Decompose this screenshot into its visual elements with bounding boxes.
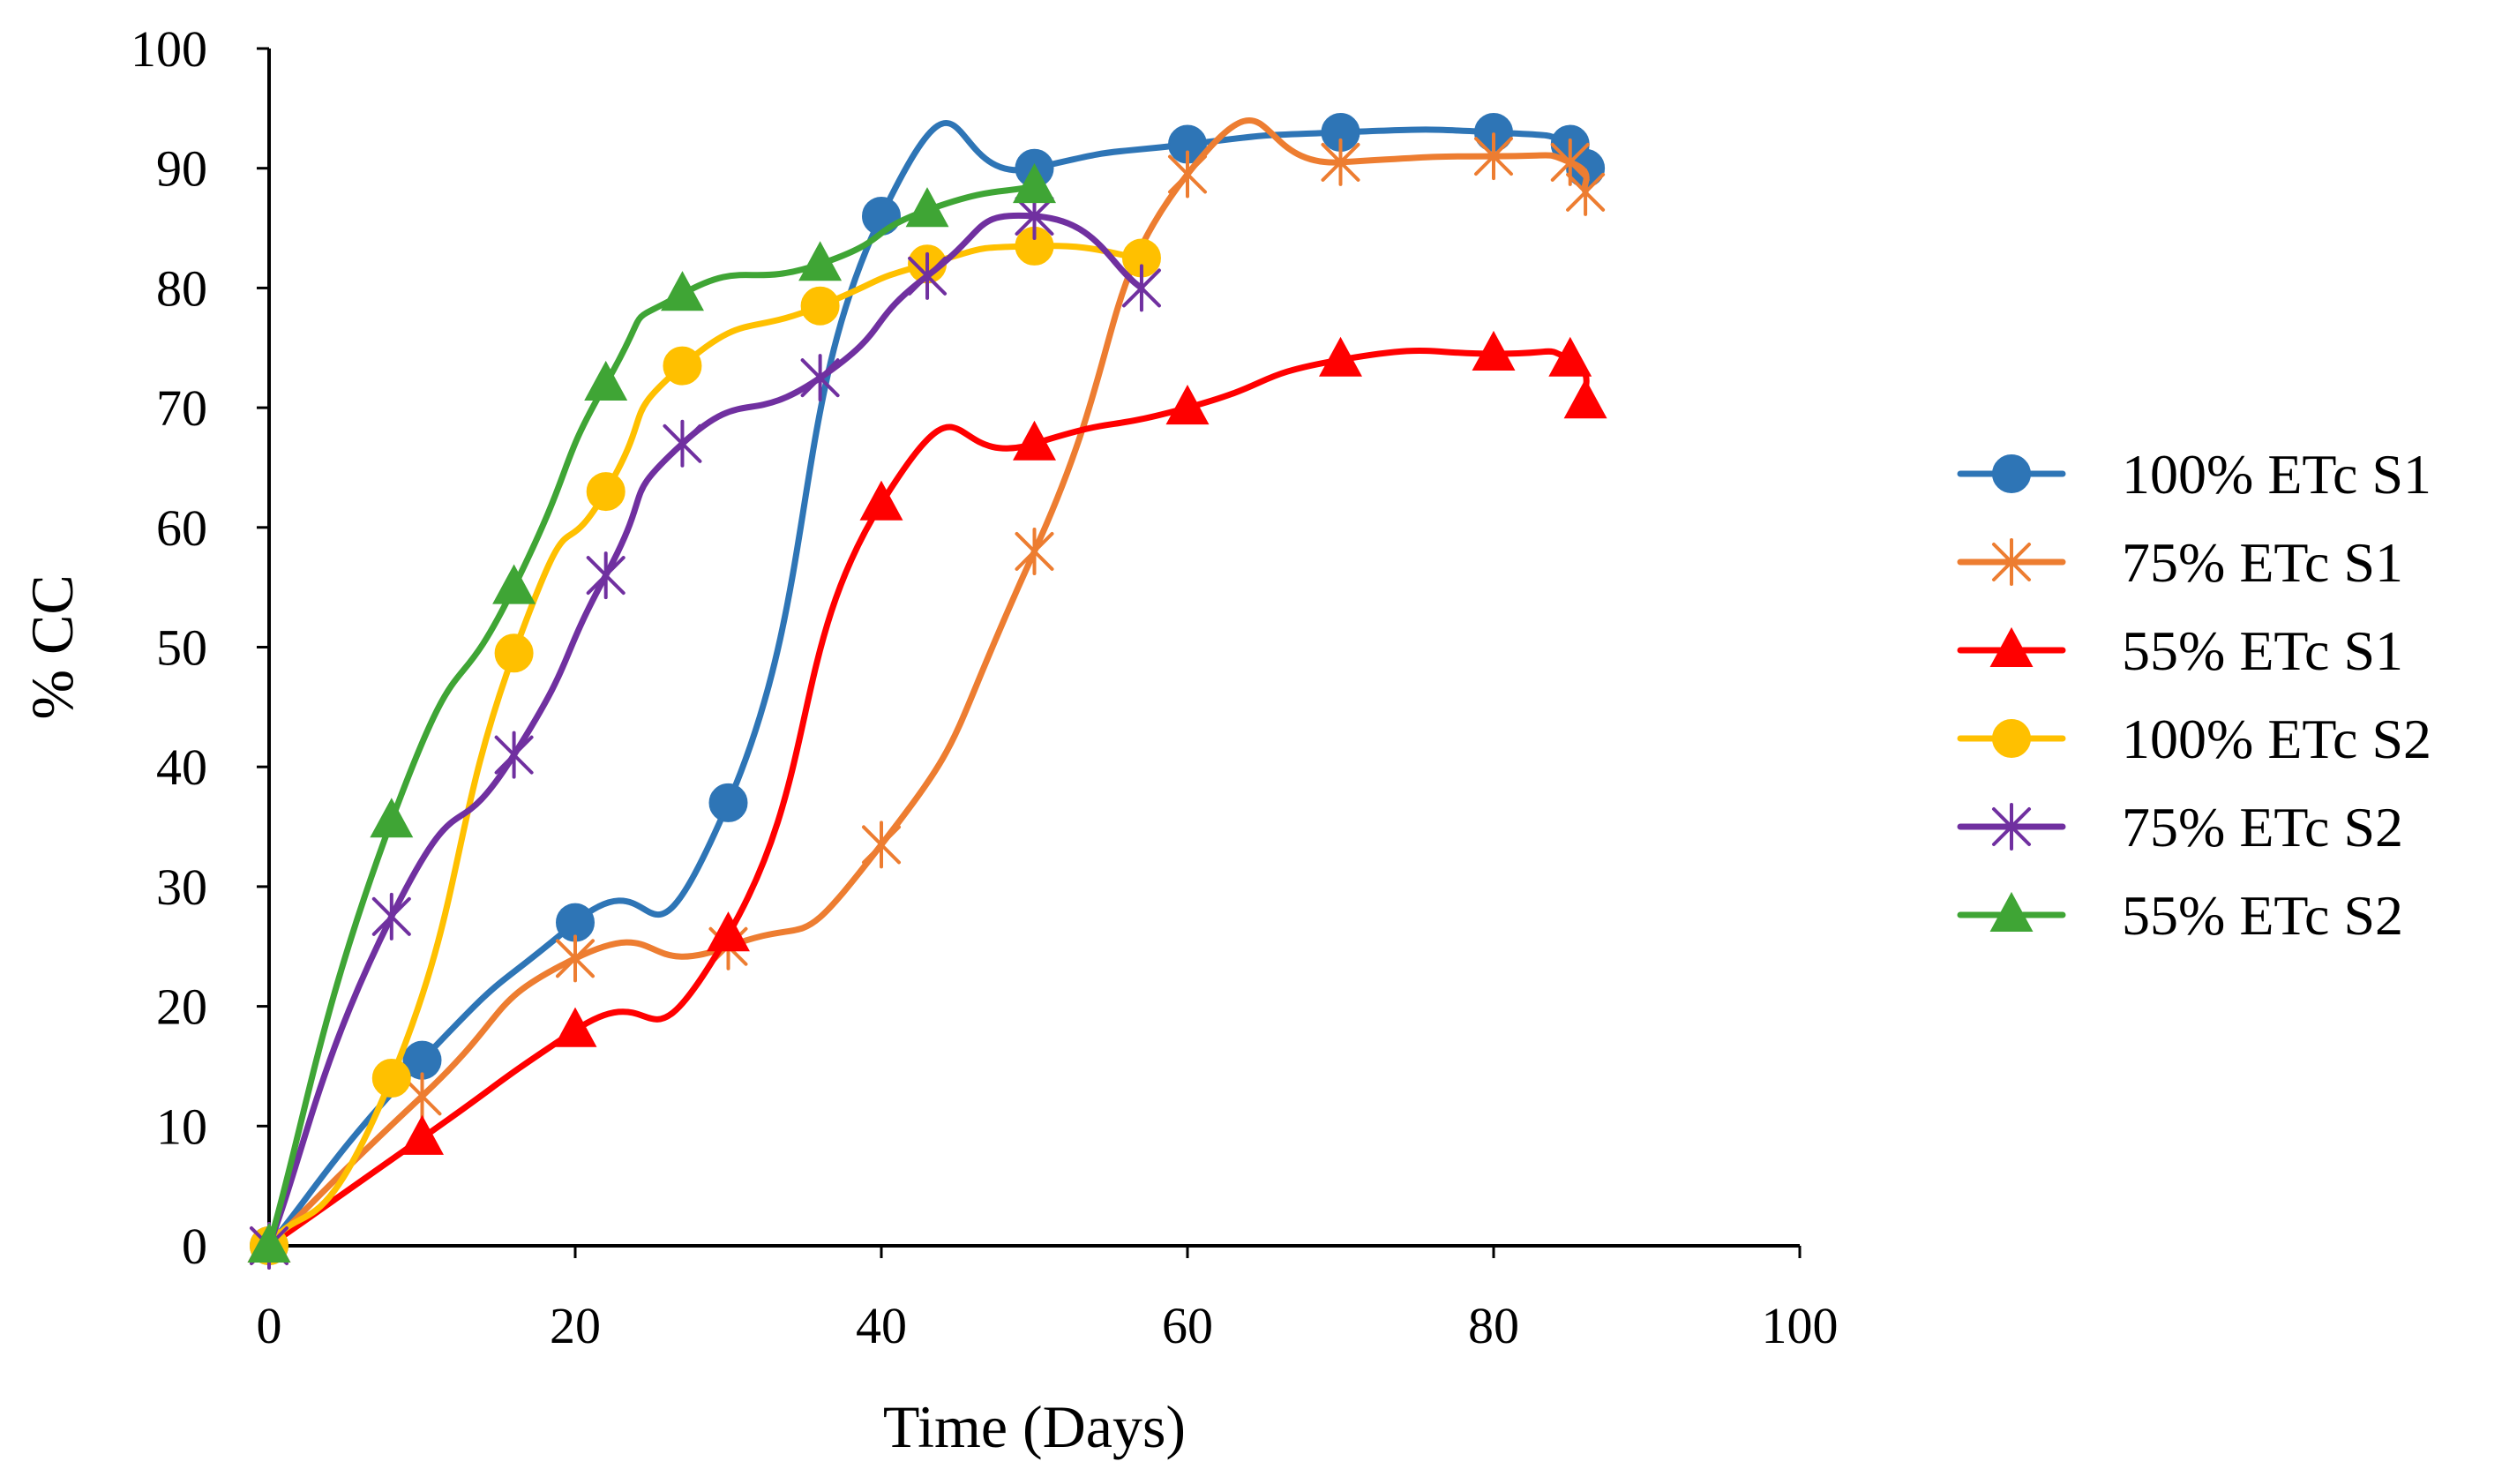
legend-item: 100% ETc S2 — [1957, 708, 2431, 770]
legend: 100% ETc S1 75% ETc S1 55% ETc S1 100% ETc … — [1957, 443, 2431, 947]
y-tick-label: 90 — [156, 140, 207, 198]
data-point — [584, 360, 628, 401]
data-point — [908, 251, 948, 300]
data-point — [1013, 163, 1056, 204]
data-point — [661, 271, 704, 311]
data-point — [663, 346, 702, 386]
data-point — [905, 187, 949, 228]
legend-label: 100% ETc S2 — [2122, 708, 2431, 770]
legend-label: 55% ETc S2 — [2122, 884, 2403, 947]
legend-marker — [1989, 626, 2034, 667]
x-tick-label: 60 — [1162, 1297, 1213, 1354]
data-point — [798, 241, 843, 281]
data-point — [402, 1072, 442, 1120]
data-point — [586, 472, 626, 512]
data-point — [862, 196, 901, 236]
legend-item: 100% ETc S1 — [1957, 443, 2431, 506]
y-tick-label: 20 — [156, 978, 207, 1036]
data-point — [1165, 385, 1210, 425]
data-point — [1015, 527, 1054, 575]
data-point — [1321, 138, 1360, 186]
y-tick-label: 70 — [156, 379, 207, 437]
data-point — [1168, 150, 1207, 199]
data-point — [1566, 168, 1606, 216]
data-point — [553, 1007, 597, 1047]
data-point — [663, 419, 702, 468]
x-axis-title: Time (Days) — [883, 1393, 1186, 1460]
x-tick-label: 100 — [1762, 1297, 1839, 1354]
legend-marker — [1989, 891, 2034, 932]
data-point — [401, 1114, 444, 1155]
series-6 — [247, 163, 1056, 1263]
data-point — [556, 934, 595, 983]
data-point — [494, 731, 534, 779]
data-point — [370, 798, 414, 838]
data-point — [371, 1059, 411, 1098]
x-tick-label: 80 — [1468, 1297, 1519, 1354]
y-tick-label: 10 — [156, 1098, 207, 1155]
series-line — [266, 119, 1590, 1249]
data-point — [1013, 420, 1056, 461]
data-point — [1474, 132, 1513, 181]
legend-marker — [1992, 538, 2031, 586]
data-point — [371, 892, 411, 941]
legend-marker — [1992, 454, 2031, 493]
y-tick-label: 100 — [131, 20, 207, 78]
legend-item: 75% ETc S1 — [1957, 531, 2403, 594]
data-point — [1563, 378, 1607, 419]
series-line — [266, 243, 1145, 1249]
y-tick-label: 0 — [182, 1218, 207, 1275]
legend-label: 75% ETc S2 — [2122, 796, 2403, 858]
data-point — [1121, 264, 1161, 312]
data-point — [1319, 336, 1362, 377]
series-4 — [250, 226, 1161, 1265]
data-point — [1548, 336, 1592, 377]
legend-item: 55% ETc S1 — [1957, 619, 2403, 682]
series-3 — [247, 330, 1607, 1263]
legend-label: 75% ETc S1 — [2122, 531, 2403, 594]
legend-item: 55% ETc S2 — [1957, 884, 2403, 947]
data-point — [492, 564, 536, 604]
y-tick-label: 60 — [156, 499, 207, 557]
data-point — [1472, 330, 1516, 371]
y-tick-label: 80 — [156, 259, 207, 317]
data-point — [859, 480, 903, 521]
series-5 — [250, 191, 1161, 1270]
series-line — [266, 347, 1590, 1249]
y-tick-label: 30 — [156, 858, 207, 916]
x-tick-label: 20 — [550, 1297, 601, 1354]
x-tick-label: 40 — [856, 1297, 907, 1354]
data-point — [586, 551, 626, 600]
axes: 0 10 20 30 40 50 60 70 80 90 100 0 20 40 60 80 100 — [131, 20, 1839, 1354]
data-point — [494, 633, 534, 673]
legend-item: 75% ETc S2 — [1957, 796, 2403, 858]
legend-marker — [1992, 719, 2031, 758]
x-tick-label: 0 — [257, 1297, 282, 1354]
y-axis-title: % CC — [19, 574, 86, 719]
data-point — [708, 783, 748, 822]
legend-label: 55% ETc S1 — [2122, 619, 2403, 682]
y-tick-label: 50 — [156, 619, 207, 677]
data-point — [247, 1222, 291, 1263]
y-tick-label: 40 — [156, 738, 207, 796]
data-point — [800, 354, 840, 402]
series-2 — [250, 117, 1606, 1270]
data-point — [707, 911, 750, 952]
series-line — [266, 212, 1145, 1249]
series-line — [266, 117, 1590, 1249]
plot-area — [247, 112, 1607, 1270]
legend-label: 100% ETc S1 — [2122, 443, 2431, 506]
data-point — [800, 286, 840, 326]
data-point — [862, 821, 901, 869]
legend-marker — [1992, 803, 2031, 851]
